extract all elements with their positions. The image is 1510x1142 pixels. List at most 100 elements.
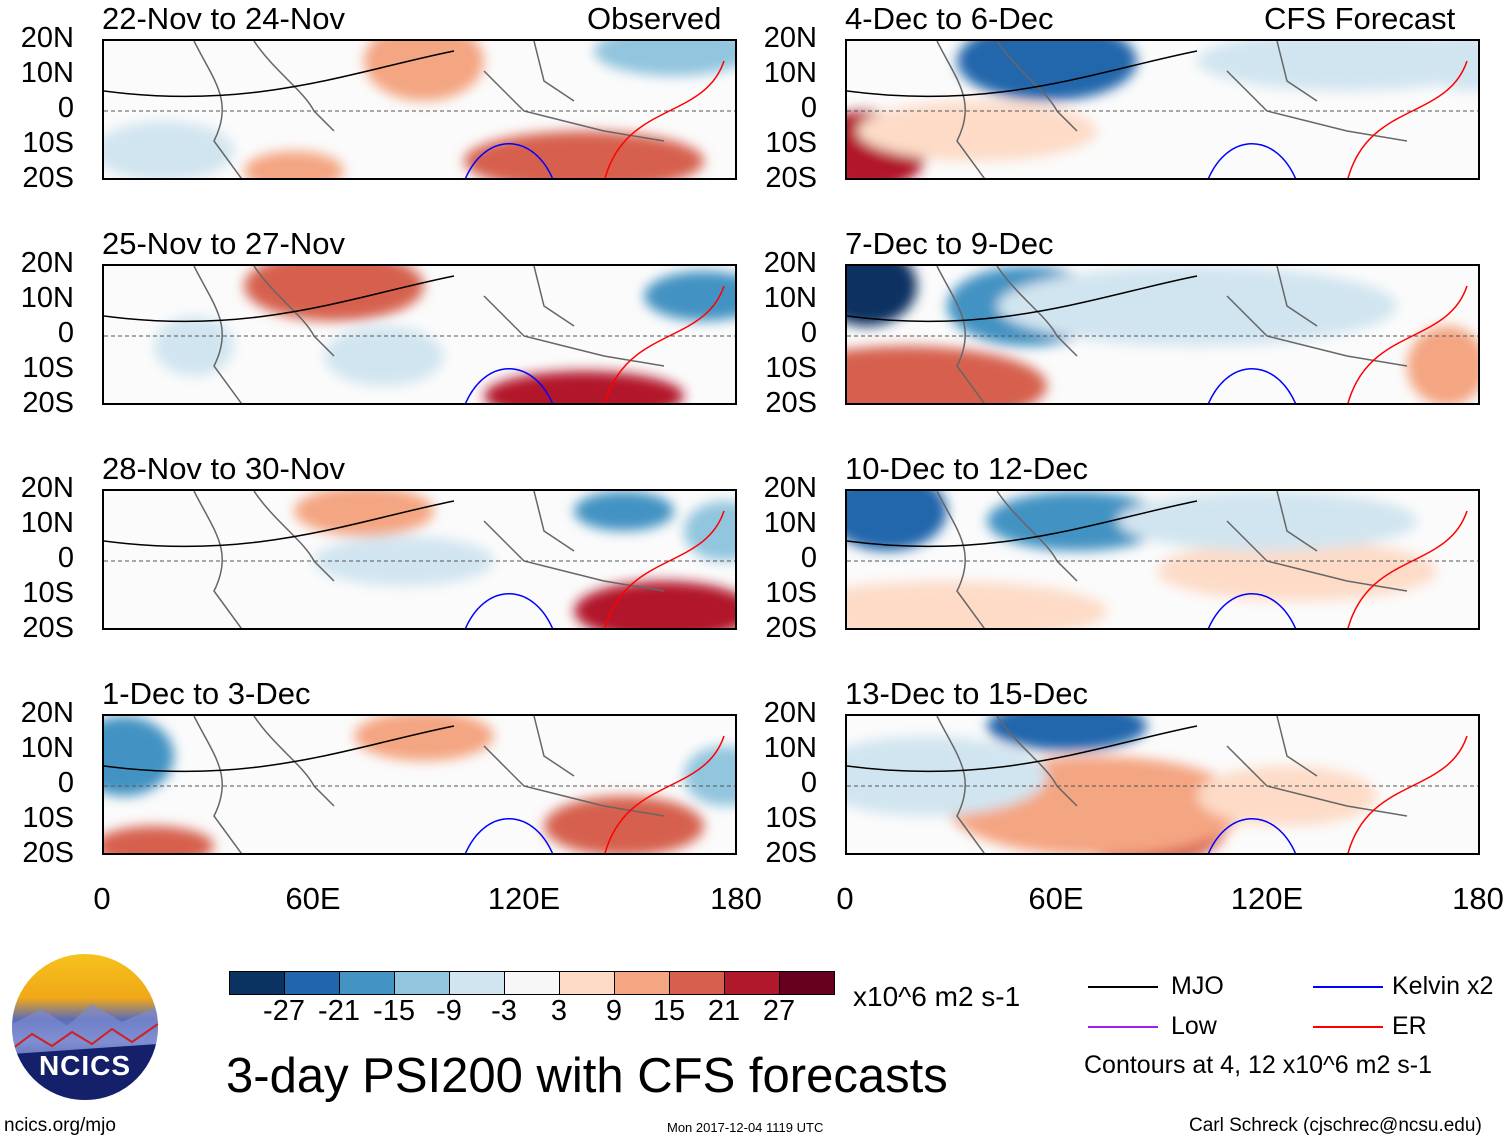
- contour-kelvin: [465, 368, 553, 403]
- anomaly-blob: [847, 346, 1047, 403]
- contour-er: [1347, 285, 1468, 403]
- contour-mjo: [104, 725, 455, 773]
- lat-label: 20N: [20, 247, 74, 279]
- lat-label: 20N: [763, 697, 817, 729]
- lat-label: 20N: [20, 697, 74, 729]
- anomaly-blob: [644, 271, 735, 321]
- contour-er: [604, 510, 725, 628]
- map-field: [104, 491, 735, 628]
- ncics-logo: NCICS: [12, 954, 158, 1100]
- contour-er: [1347, 510, 1468, 628]
- map-field: [104, 41, 735, 178]
- colorbar-swatch: [779, 971, 835, 995]
- colorbar-swatch: [449, 971, 505, 995]
- contour-er: [1347, 60, 1468, 178]
- panel-title: 7-Dec to 9-Dec: [845, 226, 1054, 261]
- anomaly-blob: [987, 491, 1167, 551]
- lat-label: 20N: [763, 247, 817, 279]
- colorbar-tick-label: 3: [550, 995, 568, 1027]
- colorbar-tick-label: -27: [263, 995, 305, 1027]
- lat-label: 20S: [765, 612, 817, 644]
- colorbar-tick-label: 15: [652, 995, 686, 1027]
- lat-label: 10S: [22, 127, 74, 159]
- colorbar-tick-label: 9: [605, 995, 623, 1027]
- lat-label: 10N: [763, 57, 817, 89]
- lat-label: 20S: [765, 162, 817, 194]
- contour-er: [1347, 735, 1468, 853]
- anomaly-blob: [104, 716, 174, 796]
- contour-kelvin: [465, 143, 553, 178]
- panel-title: 4-Dec to 6-Dec: [845, 1, 1054, 36]
- colorbar-swatch: [284, 971, 340, 995]
- lat-label: 20N: [20, 472, 74, 504]
- lat-label: 10N: [20, 282, 74, 314]
- lat-label: 10S: [765, 352, 817, 384]
- contour-mjo: [847, 275, 1198, 323]
- footer-author: Carl Schreck (cjschrec@ncsu.edu): [1189, 1115, 1482, 1136]
- contour-kelvin: [1208, 593, 1296, 628]
- anomaly-blob: [544, 796, 704, 853]
- lat-label: 10S: [765, 127, 817, 159]
- anomaly-blob: [244, 151, 344, 178]
- lon-label: 180: [1452, 881, 1504, 916]
- contour-er: [604, 285, 725, 403]
- lon-label: 0: [836, 881, 854, 916]
- legend-line-mjo: [1088, 986, 1158, 988]
- lon-label: 120E: [1230, 881, 1304, 916]
- colorbar-tick-label: -9: [436, 995, 462, 1027]
- map-field: [847, 491, 1478, 628]
- observed-label: Observed: [587, 1, 722, 36]
- colorbar-tick-label: 21: [707, 995, 741, 1027]
- panel-title: 25-Nov to 27-Nov: [102, 226, 345, 261]
- lat-label: 20N: [763, 22, 817, 54]
- contour-kelvin: [1208, 143, 1296, 178]
- lat-label: 10S: [22, 352, 74, 384]
- anomaly-blob: [574, 491, 674, 531]
- cfs-forecast-label: CFS Forecast: [1264, 1, 1456, 36]
- map-panel: [845, 714, 1480, 855]
- anomaly-blob: [1197, 41, 1478, 91]
- colorbar-swatch: [394, 971, 450, 995]
- anomaly-blob: [847, 581, 1107, 628]
- contour-er: [604, 60, 725, 178]
- main-title: 3-day PSI200 with CFS forecasts: [226, 1049, 948, 1103]
- contour-mjo: [104, 50, 455, 98]
- colorbar-swatch: [614, 971, 670, 995]
- lat-label: 20S: [22, 387, 74, 419]
- lat-label: 10N: [20, 507, 74, 539]
- lat-label: 0: [57, 317, 74, 349]
- map-field: [847, 716, 1478, 853]
- anomaly-blob: [684, 746, 735, 806]
- anomaly-blob: [684, 501, 735, 561]
- lat-label: 10S: [765, 802, 817, 834]
- anomaly-blob: [1117, 491, 1417, 551]
- contour-mjo: [104, 500, 455, 548]
- colorbar-swatch: [669, 971, 725, 995]
- contour-kelvin: [465, 593, 553, 628]
- anomaly-blob: [324, 326, 444, 386]
- lat-label: 10S: [22, 577, 74, 609]
- anomaly-blob: [154, 316, 234, 376]
- anomaly-blob: [847, 736, 1047, 816]
- legend-line-er: [1313, 1026, 1383, 1028]
- footer-url: ncics.org/mjo: [4, 1115, 116, 1136]
- map-field: [104, 716, 735, 853]
- anomaly-blob: [244, 266, 424, 321]
- legend-label-er: ER: [1392, 1012, 1427, 1040]
- legend-label-low: Low: [1171, 1012, 1217, 1040]
- anomaly-blob: [1197, 766, 1377, 826]
- legend-line-low: [1088, 1026, 1158, 1028]
- panel-title: 1-Dec to 3-Dec: [102, 676, 311, 711]
- panel-title: 22-Nov to 24-Nov: [102, 1, 345, 36]
- lat-label: 10N: [763, 282, 817, 314]
- anomaly-blob: [294, 491, 434, 536]
- map-panel: [102, 489, 737, 630]
- map-panel: [845, 39, 1480, 180]
- colorbar-swatch: [724, 971, 780, 995]
- lat-label: 0: [800, 317, 817, 349]
- contour-er: [604, 735, 725, 853]
- lon-label: 60E: [1028, 881, 1084, 916]
- colorbar-tick-label: -15: [373, 995, 415, 1027]
- contour-mjo: [847, 500, 1198, 548]
- anomaly-blob: [354, 716, 494, 761]
